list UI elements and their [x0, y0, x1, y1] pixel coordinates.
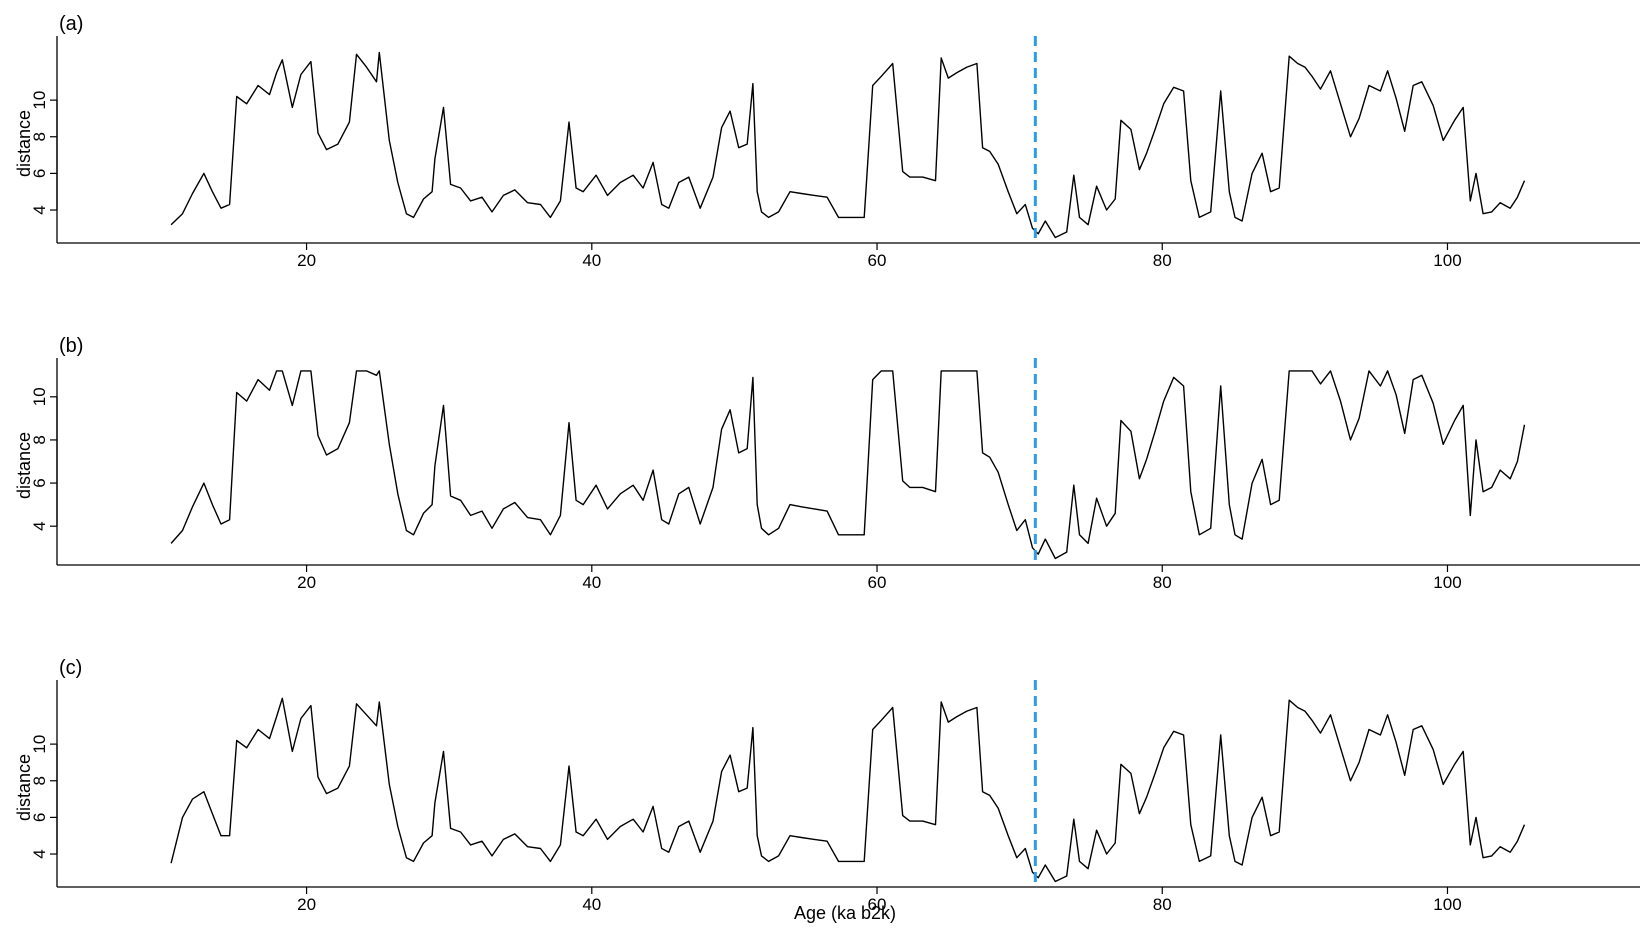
x-tick-label: 80: [1153, 573, 1172, 592]
x-axis-title: Age (ka b2k): [794, 903, 896, 923]
panel-label: (a): [59, 13, 83, 35]
y-tick-label: 4: [30, 521, 49, 530]
x-tick-label: 100: [1433, 573, 1461, 592]
y-tick-label: 8: [30, 132, 49, 141]
x-tick-label: 80: [1153, 895, 1172, 914]
x-tick-label: 100: [1433, 251, 1461, 270]
y-tick-label: 4: [30, 849, 49, 858]
x-tick-label: 60: [868, 895, 887, 914]
y-tick-label: 10: [30, 387, 49, 406]
x-tick-label: 60: [868, 251, 887, 270]
y-tick-label: 8: [30, 776, 49, 785]
x-tick-label: 40: [582, 573, 601, 592]
series-line: [170, 697, 1526, 883]
y-axis-title: distance: [14, 432, 34, 499]
panel-label: (b): [59, 335, 83, 357]
y-tick-label: 10: [30, 735, 49, 754]
x-tick-label: 60: [868, 573, 887, 592]
y-tick-label: 6: [30, 813, 49, 822]
x-tick-label: 20: [297, 251, 316, 270]
y-axis-title: distance: [14, 110, 34, 177]
x-tick-label: 20: [297, 573, 316, 592]
y-tick-label: 10: [30, 91, 49, 110]
series-line: [170, 370, 1526, 560]
x-tick-label: 100: [1433, 895, 1461, 914]
y-tick-label: 4: [30, 205, 49, 214]
y-tick-label: 6: [30, 169, 49, 178]
panel-b: 20 40 60 80 100 4 6 8 10 distance (b): [14, 335, 1640, 592]
x-tick-label: 80: [1153, 251, 1172, 270]
panel-label: (c): [59, 657, 82, 679]
x-tick-label: 20: [297, 895, 316, 914]
x-tick-label: 40: [582, 895, 601, 914]
y-tick-label: 6: [30, 478, 49, 487]
series-line: [170, 51, 1526, 239]
x-tick-label: 40: [582, 251, 601, 270]
y-tick-label: 8: [30, 435, 49, 444]
y-axis-title: distance: [14, 754, 34, 821]
